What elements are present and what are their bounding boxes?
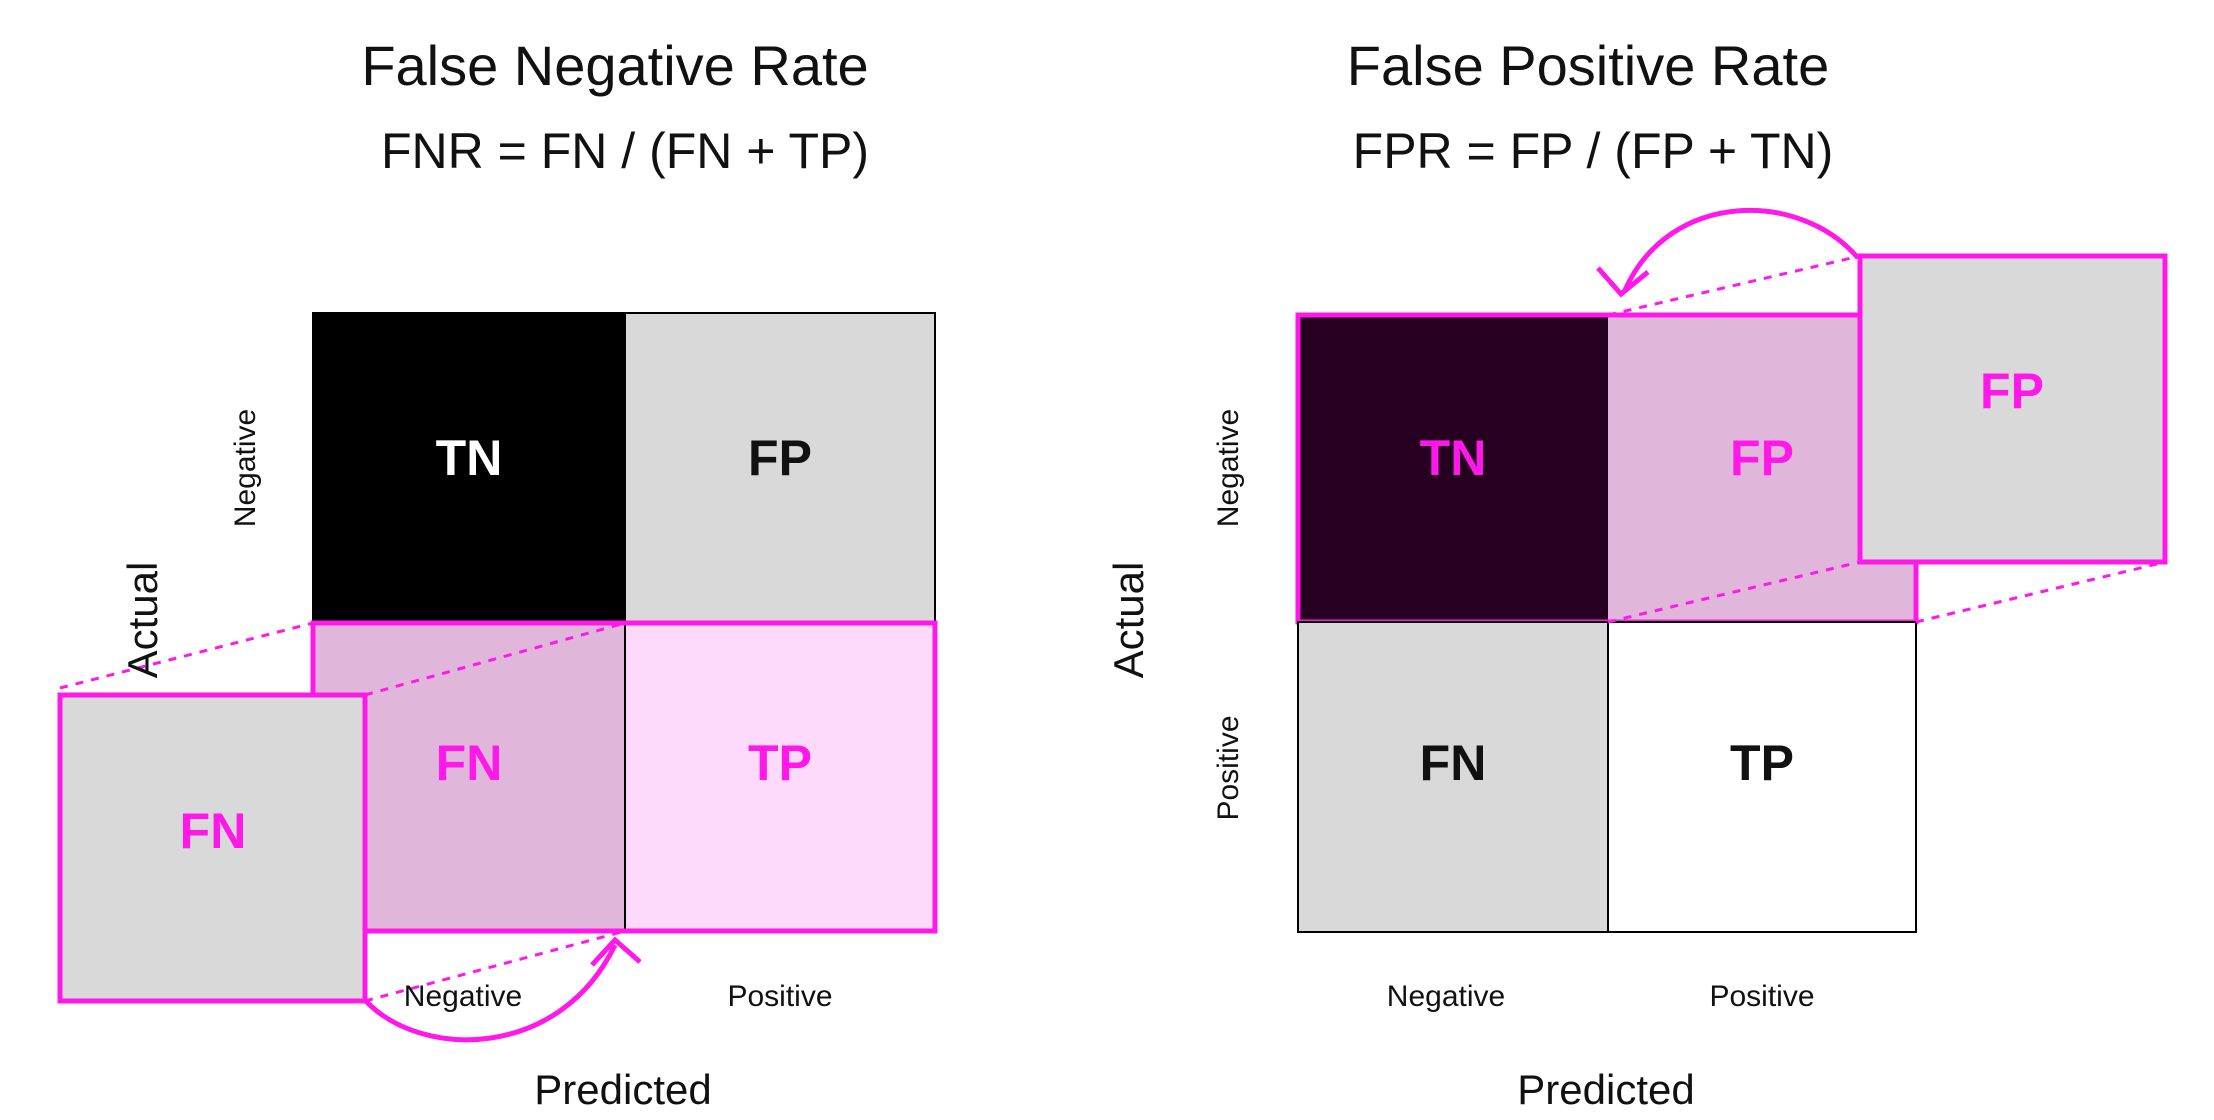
fpr-row-label-negative: Negative — [1212, 409, 1245, 527]
fpr-panel: False Positive Rate FPR = FP / (FP + TN)… — [1105, 34, 2168, 1113]
fpr-dashed-line-1 — [1607, 254, 1861, 317]
fpr-fp-label: FP — [1730, 430, 1794, 486]
fpr-fn-cell — [1297, 621, 1609, 933]
fnr-moved-fn-label: FN — [180, 803, 247, 859]
fnr-fp-label: FP — [748, 430, 812, 486]
fpr-dashed-line-2 — [1607, 560, 1861, 624]
fpr-row-label-positive: Positive — [1212, 715, 1245, 820]
fnr-row-label-negative: Negative — [229, 409, 262, 527]
fnr-dashed-line-3 — [364, 929, 626, 1003]
fpr-moved-fp-label: FP — [1980, 363, 2044, 419]
fnr-fn-label: FN — [436, 735, 503, 791]
fnr-dashed-line-2 — [364, 621, 626, 697]
fnr-moved-fn-box — [57, 692, 368, 1004]
fnr-panel: False Negative Rate FNR = FN / (FN + TP)… — [57, 34, 938, 1113]
fnr-dashed-line-1 — [59, 621, 314, 690]
fpr-tp-cell — [1607, 621, 1917, 933]
fnr-arrowhead-icon — [590, 936, 642, 967]
fnr-ylabel: Actual — [119, 562, 166, 679]
fnr-curved-arrow — [363, 943, 618, 1043]
fpr-tp-label: TP — [1730, 735, 1794, 791]
fpr-xlabel: Predicted — [1517, 1066, 1694, 1113]
fnr-tn-cell — [312, 312, 626, 624]
fnr-tn-label: TN — [436, 430, 503, 486]
fpr-title: False Positive Rate — [1347, 34, 1829, 97]
fpr-tn-cell — [1298, 315, 1608, 622]
fpr-moved-fp-box — [1857, 253, 2168, 565]
fnr-formula: FNR = FN / (FN + TP) — [381, 123, 869, 179]
fpr-tn-label: TN — [1420, 430, 1487, 486]
fnr-col-label-negative: Negative — [404, 980, 522, 1013]
fpr-curved-arrow — [1622, 208, 1860, 292]
fpr-ylabel: Actual — [1105, 562, 1152, 679]
fnr-fp-cell — [624, 312, 936, 624]
fpr-fn-label: FN — [1420, 735, 1487, 791]
fpr-col-label-positive: Positive — [1709, 980, 1814, 1013]
fnr-col-label-positive: Positive — [727, 980, 832, 1013]
fpr-arrowhead-icon — [1596, 266, 1650, 298]
fpr-col-label-negative: Negative — [1387, 980, 1505, 1013]
fpr-dashed-line-3 — [1915, 560, 2166, 624]
fnr-tp-cell — [625, 623, 935, 931]
fpr-formula: FPR = FP / (FP + TN) — [1353, 123, 1834, 179]
fnr-xlabel: Predicted — [534, 1066, 711, 1113]
fnr-title: False Negative Rate — [361, 34, 868, 97]
fnr-tp-label: TP — [748, 735, 812, 791]
